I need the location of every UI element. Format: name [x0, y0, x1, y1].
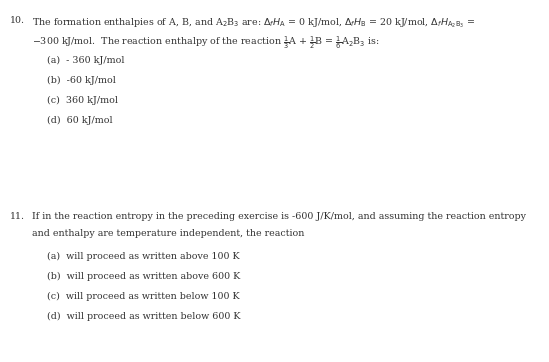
- Text: $-$300 kJ/mol.  The reaction enthalpy of the reaction $\frac{1}{3}$A + $\frac{1}: $-$300 kJ/mol. The reaction enthalpy of …: [32, 34, 379, 51]
- Text: (c)  360 kJ/mol: (c) 360 kJ/mol: [47, 96, 117, 105]
- Text: (d)  60 kJ/mol: (d) 60 kJ/mol: [47, 116, 113, 125]
- Text: If in the reaction entropy in the preceding exercise is -600 J/K/mol, and assumi: If in the reaction entropy in the preced…: [32, 212, 526, 221]
- Text: (a)  will proceed as written above 100 K: (a) will proceed as written above 100 K: [47, 252, 239, 261]
- Text: and enthalpy are temperature independent, the reaction: and enthalpy are temperature independent…: [32, 229, 304, 238]
- Text: 10.: 10.: [10, 16, 25, 25]
- Text: (b)  -60 kJ/mol: (b) -60 kJ/mol: [47, 76, 115, 85]
- Text: The formation enthalpies of A, B, and A$_2$B$_3$ are: $\Delta_f H_{\mathrm{A}}$ : The formation enthalpies of A, B, and A$…: [32, 16, 475, 30]
- Text: 11.: 11.: [10, 212, 25, 221]
- Text: (c)  will proceed as written below 100 K: (c) will proceed as written below 100 K: [47, 291, 239, 301]
- Text: (d)  will proceed as written below 600 K: (d) will proceed as written below 600 K: [47, 311, 240, 321]
- Text: (a)  - 360 kJ/mol: (a) - 360 kJ/mol: [47, 56, 124, 66]
- Text: (b)  will proceed as written above 600 K: (b) will proceed as written above 600 K: [47, 272, 240, 281]
